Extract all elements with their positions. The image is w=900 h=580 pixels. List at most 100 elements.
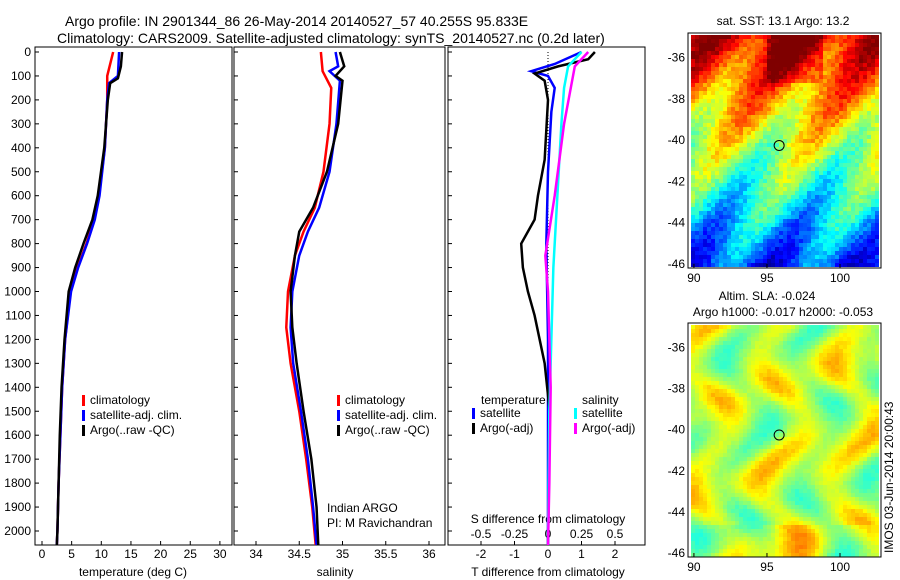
map-pixel — [751, 417, 755, 421]
map-pixel — [783, 67, 787, 71]
map-pixel — [723, 437, 727, 441]
map-pixel — [863, 247, 867, 251]
map-pixel — [803, 337, 807, 341]
map-pixel — [735, 353, 739, 357]
map-pixel — [843, 35, 847, 39]
map-pixel — [719, 171, 723, 175]
map-pixel — [723, 441, 727, 445]
map-pixel — [735, 119, 739, 123]
map-pixel — [703, 199, 707, 203]
map-pixel — [699, 179, 703, 183]
map-pixel — [739, 429, 743, 433]
map-pixel — [859, 75, 863, 79]
map-pixel — [807, 333, 811, 337]
map-pixel — [799, 365, 803, 369]
map-pixel — [779, 59, 783, 63]
map-pixel — [795, 55, 799, 59]
map-pixel — [835, 175, 839, 179]
map-pixel — [815, 227, 819, 231]
map-pixel — [751, 75, 755, 79]
map-pixel — [799, 349, 803, 353]
salinity-panel-frame — [233, 46, 446, 546]
map-pixel — [823, 63, 827, 67]
map-pixel — [855, 63, 859, 67]
map-pixel — [755, 329, 759, 333]
map-pixel — [823, 333, 827, 337]
map-pixel — [743, 147, 747, 151]
map-pixel — [823, 329, 827, 333]
map-pixel — [691, 135, 695, 139]
map-pixel — [751, 127, 755, 131]
map-pixel — [803, 227, 807, 231]
map-pixel — [827, 95, 831, 99]
map-pixel — [751, 247, 755, 251]
map-pixel — [771, 477, 775, 481]
map-pixel — [707, 517, 711, 521]
map-pixel — [771, 389, 775, 393]
map-pixel — [695, 485, 699, 489]
map-pixel — [875, 195, 879, 199]
map-pixel — [827, 243, 831, 247]
map-pixel — [719, 381, 723, 385]
map-pixel — [763, 195, 767, 199]
map-pixel — [759, 517, 763, 521]
map-pixel — [823, 409, 827, 413]
map-pixel — [827, 75, 831, 79]
map-pixel — [807, 43, 811, 47]
map-pixel — [699, 95, 703, 99]
map-pixel — [739, 325, 743, 329]
map-pixel — [699, 397, 703, 401]
map-pixel — [855, 255, 859, 259]
map-pixel — [779, 445, 783, 449]
map-pixel — [795, 413, 799, 417]
map-pixel — [743, 231, 747, 235]
map-pixel — [695, 421, 699, 425]
map-pixel — [719, 433, 723, 437]
map-pixel — [779, 361, 783, 365]
map-pixel — [823, 75, 827, 79]
map-pixel — [827, 139, 831, 143]
map-pixel — [707, 83, 711, 87]
map-pixel — [831, 67, 835, 71]
map-pixel — [735, 207, 739, 211]
map-pixel — [803, 329, 807, 333]
map-pixel — [771, 341, 775, 345]
map-pixel — [751, 203, 755, 207]
map-pixel — [691, 409, 695, 413]
map-pixel — [827, 99, 831, 103]
map-pixel — [743, 43, 747, 47]
map-pixel — [767, 445, 771, 449]
map-pixel — [743, 365, 747, 369]
map-pixel — [791, 377, 795, 381]
map-pixel — [711, 143, 715, 147]
map-pixel — [807, 365, 811, 369]
map-pixel — [787, 107, 791, 111]
map-pixel — [791, 67, 795, 71]
map-pixel — [795, 401, 799, 405]
map-pixel — [715, 75, 719, 79]
map-pixel — [771, 525, 775, 529]
map-pixel — [795, 47, 799, 51]
map-pixel — [783, 227, 787, 231]
map-pixel — [795, 449, 799, 453]
map-pixel — [699, 401, 703, 405]
map-pixel — [731, 541, 735, 545]
map-pixel — [723, 513, 727, 517]
map-pixel — [791, 405, 795, 409]
map-pixel — [695, 457, 699, 461]
map-pixel — [751, 55, 755, 59]
map-pixel — [731, 397, 735, 401]
map-pixel — [703, 473, 707, 477]
map-pixel — [751, 473, 755, 477]
map-pixel — [699, 51, 703, 55]
x2-tick-label: 0.5 — [607, 527, 624, 541]
map-pixel — [847, 219, 851, 223]
map-pixel — [723, 393, 727, 397]
map-pixel — [771, 63, 775, 67]
map-pixel — [691, 441, 695, 445]
map-pixel — [715, 191, 719, 195]
map-pixel — [835, 167, 839, 171]
map-pixel — [783, 223, 787, 227]
map-pixel — [831, 457, 835, 461]
map-pixel — [735, 191, 739, 195]
